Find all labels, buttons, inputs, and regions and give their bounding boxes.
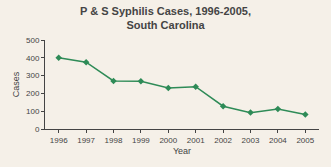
svg-text:500: 500 <box>26 36 40 45</box>
svg-text:1996: 1996 <box>50 136 68 145</box>
svg-text:0: 0 <box>35 125 40 134</box>
svg-text:2003: 2003 <box>242 136 260 145</box>
svg-text:2005: 2005 <box>296 136 314 145</box>
svg-text:2000: 2000 <box>159 136 177 145</box>
svg-text:2001: 2001 <box>187 136 205 145</box>
svg-text:200: 200 <box>26 89 40 98</box>
svg-text:400: 400 <box>26 54 40 63</box>
svg-text:300: 300 <box>26 71 40 80</box>
svg-text:1998: 1998 <box>105 136 123 145</box>
svg-text:1997: 1997 <box>77 136 95 145</box>
svg-text:Year: Year <box>173 146 191 156</box>
svg-text:1999: 1999 <box>132 136 150 145</box>
svg-text:100: 100 <box>26 107 40 116</box>
svg-text:Cases: Cases <box>11 71 21 97</box>
svg-text:P & S Syphilis Cases, 1996-200: P & S Syphilis Cases, 1996-2005,South Ca… <box>80 5 251 31</box>
svg-text:2002: 2002 <box>214 136 232 145</box>
svg-text:2004: 2004 <box>269 136 287 145</box>
